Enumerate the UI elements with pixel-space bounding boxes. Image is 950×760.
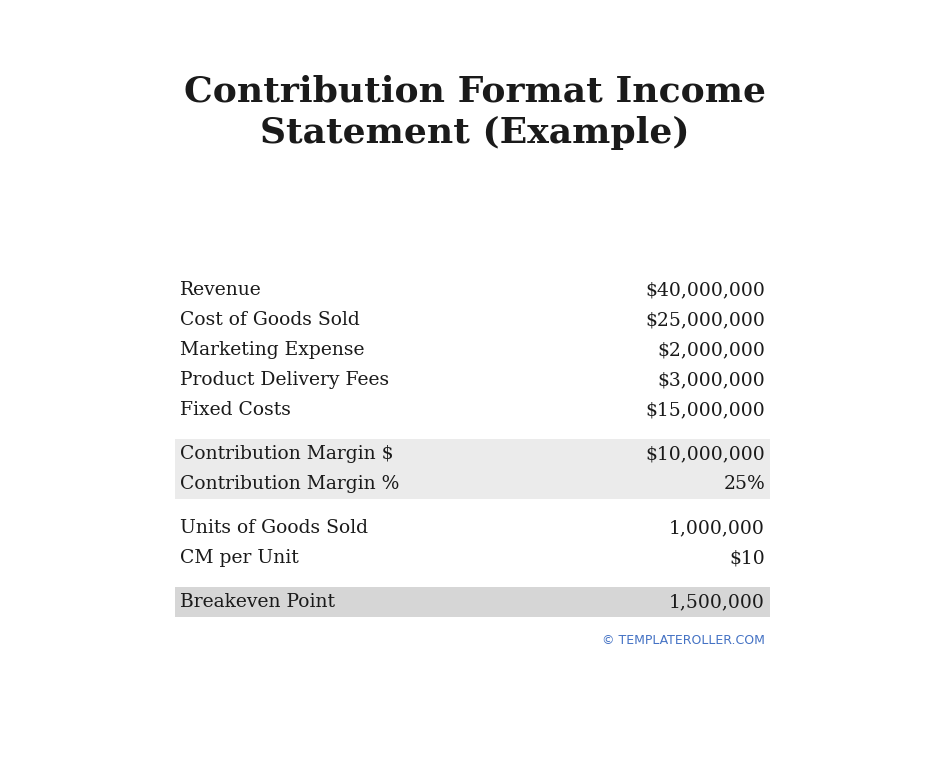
Text: © TEMPLATEROLLER.COM: © TEMPLATEROLLER.COM xyxy=(602,634,765,647)
Text: Fixed Costs: Fixed Costs xyxy=(180,401,291,419)
Text: 1,000,000: 1,000,000 xyxy=(669,519,765,537)
Text: Contribution Margin $: Contribution Margin $ xyxy=(180,445,393,463)
Text: $3,000,000: $3,000,000 xyxy=(657,371,765,389)
Text: 25%: 25% xyxy=(723,475,765,493)
Text: Contribution Format Income
Statement (Example): Contribution Format Income Statement (Ex… xyxy=(184,75,766,150)
Bar xyxy=(175,439,770,469)
Text: $40,000,000: $40,000,000 xyxy=(645,281,765,299)
Text: Product Delivery Fees: Product Delivery Fees xyxy=(180,371,390,389)
Text: Revenue: Revenue xyxy=(180,281,262,299)
Text: $15,000,000: $15,000,000 xyxy=(645,401,765,419)
Text: Cost of Goods Sold: Cost of Goods Sold xyxy=(180,311,360,329)
Text: Breakeven Point: Breakeven Point xyxy=(180,593,335,611)
Text: $2,000,000: $2,000,000 xyxy=(657,341,765,359)
Text: Contribution Margin %: Contribution Margin % xyxy=(180,475,399,493)
Bar xyxy=(175,469,770,499)
Text: $10: $10 xyxy=(730,549,765,567)
Text: Marketing Expense: Marketing Expense xyxy=(180,341,365,359)
Text: CM per Unit: CM per Unit xyxy=(180,549,298,567)
Text: 1,500,000: 1,500,000 xyxy=(669,593,765,611)
Text: $10,000,000: $10,000,000 xyxy=(645,445,765,463)
Bar xyxy=(175,587,770,617)
Text: Units of Goods Sold: Units of Goods Sold xyxy=(180,519,368,537)
Text: $25,000,000: $25,000,000 xyxy=(645,311,765,329)
